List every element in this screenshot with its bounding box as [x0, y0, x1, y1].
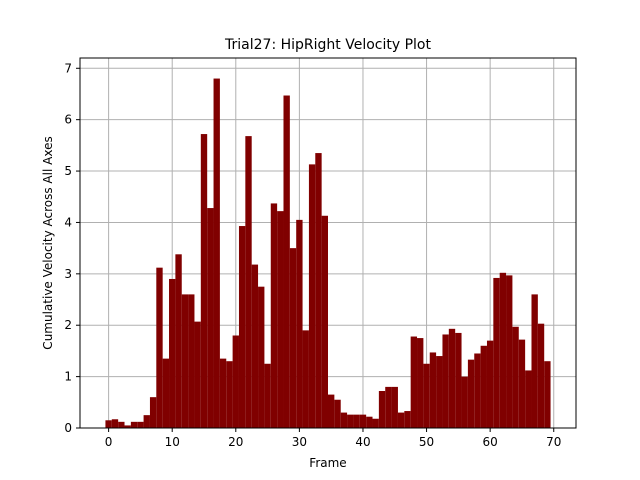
bar: [277, 211, 284, 428]
bar: [461, 376, 468, 428]
y-tick-label: 7: [64, 61, 72, 75]
bar: [499, 272, 507, 428]
bar: [423, 363, 430, 428]
bar: [181, 294, 189, 428]
bar: [124, 425, 131, 428]
bar: [188, 294, 195, 428]
bar: [467, 359, 475, 428]
bar: [512, 326, 519, 428]
y-tick-label: 5: [64, 164, 72, 178]
bar: [486, 340, 494, 428]
bar: [270, 203, 278, 428]
bars: [105, 78, 551, 429]
bar: [283, 95, 290, 428]
bar: [397, 412, 405, 428]
x-tick-label: 0: [105, 435, 113, 449]
bar: [315, 153, 322, 428]
bar: [480, 345, 487, 428]
bar: [493, 277, 500, 428]
x-tick-label: 20: [228, 435, 243, 449]
bar: [207, 208, 214, 428]
bar: [194, 321, 201, 428]
bar: [531, 294, 538, 428]
bar: [111, 419, 119, 428]
x-tick-label: 10: [165, 435, 180, 449]
bar: [544, 361, 551, 428]
bar: [474, 353, 481, 428]
bar: [162, 358, 170, 428]
bar: [366, 416, 373, 428]
bar: [245, 136, 252, 428]
bar: [353, 414, 360, 428]
bar: [143, 415, 150, 428]
bar: [226, 361, 233, 428]
bar: [537, 323, 545, 428]
x-axis-ticks: 0 10 20 30 40 50 60 70: [105, 428, 561, 449]
bar: [385, 386, 392, 428]
bar: [372, 418, 379, 428]
x-tick-label: 50: [419, 435, 434, 449]
bar: [525, 370, 532, 428]
bar: [506, 275, 513, 428]
bar: [429, 352, 437, 428]
y-tick-label: 1: [64, 370, 72, 384]
bar: [518, 339, 526, 428]
y-tick-label: 4: [64, 215, 72, 229]
bar: [200, 134, 208, 429]
bar: [442, 334, 449, 428]
bar: [328, 394, 335, 428]
bar: [251, 264, 259, 428]
x-tick-label: 60: [483, 435, 498, 449]
bar: [264, 363, 271, 428]
bar: [105, 420, 112, 428]
bar: [436, 356, 443, 428]
bar: [219, 358, 227, 428]
bar: [137, 421, 144, 428]
bar: [308, 164, 316, 428]
bar: [391, 386, 398, 428]
bar: [448, 328, 456, 428]
y-tick-label: 6: [64, 113, 72, 127]
y-tick-label: 3: [64, 267, 72, 281]
bar: [404, 411, 411, 428]
x-tick-label: 40: [355, 435, 370, 449]
bar: [156, 267, 163, 428]
plot-frame: [79, 57, 577, 429]
y-axis-label: Cumulative Velocity Across All Axes: [41, 136, 55, 349]
bar: [232, 335, 239, 428]
bar: [289, 248, 297, 428]
y-tick-label: 2: [64, 318, 72, 332]
bar: [410, 336, 418, 428]
x-tick-label: 70: [546, 435, 561, 449]
bar: [340, 412, 348, 428]
bar: [359, 414, 367, 428]
bar: [175, 254, 182, 428]
chart-title: Trial27: HipRight Velocity Plot: [224, 37, 431, 53]
bar: [169, 278, 176, 428]
bar: [417, 338, 424, 428]
bar: [258, 286, 265, 428]
bar: [302, 330, 309, 428]
bar: [118, 421, 125, 428]
y-tick-label: 0: [64, 421, 72, 435]
bar: [238, 226, 246, 428]
bar: [321, 215, 328, 428]
x-axis-label: Frame: [309, 456, 346, 470]
y-axis-ticks: 0 1 2 3 4 5 6 7: [64, 61, 80, 435]
bar: [334, 399, 341, 428]
bar: [130, 421, 138, 428]
bar: [455, 332, 462, 428]
bar: [347, 414, 354, 428]
bar: [296, 219, 303, 428]
bar: [149, 397, 157, 428]
x-tick-label: 30: [292, 435, 307, 449]
bar: [378, 391, 386, 428]
bar: [213, 78, 220, 429]
